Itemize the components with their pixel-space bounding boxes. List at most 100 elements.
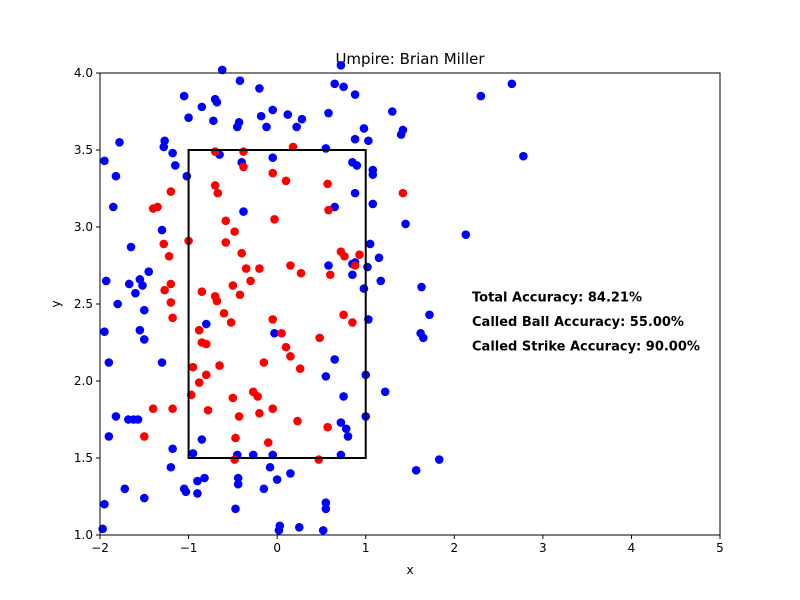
data-point — [368, 170, 378, 179]
data-point — [295, 364, 305, 373]
y-axis-label: y — [49, 300, 63, 307]
data-point — [387, 107, 397, 116]
data-point — [374, 253, 384, 263]
data-point — [126, 242, 136, 252]
x-tick-label: −2 — [91, 541, 109, 555]
data-point — [166, 462, 176, 472]
y-tick-label: 2.5 — [74, 297, 93, 311]
data-point — [259, 484, 269, 494]
data-point — [221, 216, 231, 226]
data-point — [355, 250, 364, 260]
data-point — [233, 479, 243, 489]
data-point — [350, 90, 360, 99]
data-point — [135, 325, 145, 335]
data-point — [256, 111, 266, 121]
data-point — [323, 422, 332, 432]
data-point — [166, 298, 176, 307]
data-point — [350, 188, 360, 198]
data-point — [213, 188, 223, 198]
data-point — [104, 432, 114, 441]
x-axis-label: x — [406, 563, 413, 577]
data-point — [321, 498, 331, 507]
data-point — [417, 282, 426, 292]
data-point — [115, 138, 124, 147]
data-point — [179, 91, 189, 101]
data-point — [255, 84, 264, 93]
data-point — [315, 333, 324, 343]
y-tick-label: 3.0 — [74, 220, 93, 234]
data-point — [184, 113, 193, 122]
data-point — [336, 61, 346, 70]
data-point — [324, 108, 333, 118]
data-point — [197, 102, 207, 112]
data-point — [217, 65, 227, 75]
data-point — [321, 504, 331, 514]
x-tick-label: −1 — [180, 541, 198, 555]
data-point — [188, 362, 198, 372]
data-point — [281, 176, 291, 186]
data-point — [297, 114, 307, 124]
data-point — [219, 308, 229, 318]
data-point — [98, 524, 107, 534]
data-point — [398, 188, 408, 198]
data-point — [168, 404, 177, 414]
data-point — [275, 521, 285, 531]
data-point — [230, 455, 239, 464]
data-point — [120, 484, 130, 494]
chart-title: Umpire: Brian Miller — [335, 50, 485, 68]
data-point — [139, 335, 149, 344]
data-point — [197, 338, 207, 347]
data-point — [237, 248, 247, 258]
data-point — [348, 318, 357, 327]
data-point — [234, 412, 244, 421]
data-point — [228, 281, 238, 290]
data-point — [160, 285, 169, 295]
data-point — [341, 424, 351, 434]
y-axis-ticks: 1.0 1.5 2.0 2.5 3.0 3.5 4.0 — [74, 66, 100, 542]
data-point — [168, 313, 177, 323]
x-tick-label: 4 — [628, 541, 636, 555]
data-point — [268, 404, 278, 414]
x-tick-label: 2 — [450, 541, 458, 555]
x-tick-label: 1 — [362, 541, 370, 555]
data-point — [364, 136, 373, 146]
data-point — [241, 264, 251, 273]
data-point — [286, 352, 295, 361]
annotations: Total Accuracy: 84.21% Called Ball Accura… — [472, 290, 700, 354]
data-point — [268, 315, 278, 324]
data-point — [228, 393, 238, 403]
data-point — [139, 493, 149, 503]
data-point — [203, 405, 213, 415]
data-point — [324, 261, 333, 270]
data-point — [434, 455, 444, 464]
y-tick-label: 1.5 — [74, 451, 93, 465]
data-point — [350, 261, 360, 270]
data-point — [363, 262, 372, 272]
data-point — [100, 327, 109, 337]
data-point — [286, 261, 295, 270]
data-point — [197, 287, 207, 296]
data-point — [380, 387, 390, 397]
data-point — [277, 328, 286, 338]
data-point — [108, 202, 118, 212]
data-point — [234, 117, 244, 127]
data-point — [231, 433, 240, 443]
data-point — [352, 161, 362, 170]
data-point — [272, 475, 282, 484]
data-point — [376, 276, 386, 286]
data-point — [111, 412, 121, 421]
data-point — [226, 318, 236, 327]
data-point — [201, 319, 211, 329]
strike-zone — [187, 149, 367, 459]
data-point — [270, 328, 279, 338]
data-point — [396, 130, 406, 139]
data-point — [255, 264, 264, 273]
data-point — [330, 355, 340, 364]
data-point — [201, 370, 211, 380]
data-point — [233, 473, 243, 483]
data-point — [133, 415, 143, 424]
data-point — [144, 267, 154, 276]
data-point — [262, 122, 271, 132]
y-tick-label: 3.5 — [74, 143, 93, 157]
